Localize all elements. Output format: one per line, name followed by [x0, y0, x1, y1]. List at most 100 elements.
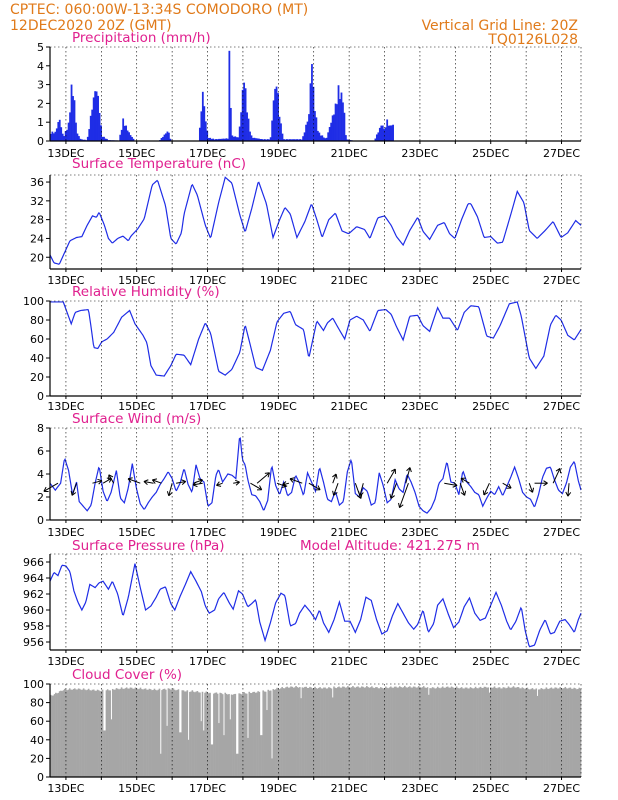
cloud-bar: [508, 687, 511, 777]
cloud-bar: [324, 687, 326, 777]
pressure-y-tick-label: 960: [23, 604, 44, 617]
precip-bar: [346, 139, 349, 141]
cloud-bar: [81, 689, 84, 777]
precip-bar: [302, 136, 305, 141]
cloud-bar: [152, 689, 154, 777]
cloud-bar: [369, 687, 372, 777]
precip-bar: [70, 84, 73, 141]
precip-bar: [249, 131, 251, 141]
cloud-bar: [522, 688, 525, 777]
wind-arrow: [308, 482, 321, 491]
cloud-bar: [50, 694, 52, 777]
pressure-line: [49, 563, 582, 648]
cloud-bar: [359, 687, 362, 777]
precip-bar: [293, 139, 296, 141]
wind-arrow: [460, 477, 470, 484]
precip-bar: [343, 112, 346, 141]
cloud-bar: [431, 687, 434, 777]
cloud-bar: [191, 690, 194, 777]
cloud-bar: [468, 688, 471, 777]
cloud-bar: [401, 687, 404, 777]
cloud-bar: [302, 687, 305, 777]
wind-arrow-head: [332, 473, 338, 479]
precip-bar: [229, 107, 232, 141]
cloud-bar: [484, 686, 487, 777]
cloud-bar: [58, 691, 61, 777]
cloud-bar: [328, 687, 330, 777]
precip-bar: [297, 139, 300, 141]
cloud-bar: [158, 688, 161, 777]
cloud-bar: [280, 688, 282, 777]
wind-arrow-head: [282, 481, 288, 487]
cloud-bar: [550, 687, 553, 777]
precip-bar: [123, 125, 126, 141]
cloud-bar: [467, 688, 469, 777]
cloud-bar: [497, 687, 500, 777]
cloud-bar: [493, 686, 496, 777]
precip-bar: [286, 139, 288, 141]
precip-bar: [303, 132, 306, 141]
wind-x-tick-label: 21DEC: [331, 526, 368, 539]
wind-arrow-head: [70, 490, 77, 496]
cloud-bar: [556, 688, 559, 777]
cloud-bar: [362, 686, 364, 777]
wind-arrow: [528, 483, 534, 493]
precip-bar: [246, 112, 248, 141]
precip-bar: [128, 132, 130, 141]
cloud-bar: [526, 687, 529, 777]
precip-bar: [69, 112, 71, 141]
wind-arrow: [502, 482, 512, 489]
cloud-bar: [500, 688, 502, 777]
cloud-bar: [185, 691, 187, 777]
cloud-bar: [202, 730, 205, 777]
wind-arrow: [108, 474, 115, 484]
cloud-bar: [311, 688, 314, 777]
rh-title: Relative Humidity (%): [72, 284, 220, 300]
pressure-panel: Surface Pressure (hPa) Model Altitude: 42…: [23, 538, 582, 668]
cloud-bar: [187, 739, 190, 777]
cloud-bar: [71, 689, 74, 777]
cloud-bar: [516, 687, 519, 777]
precip-bar: [160, 137, 163, 141]
cloud-bar: [66, 690, 68, 777]
precip-bar: [340, 92, 343, 141]
cloud-bar: [538, 689, 540, 777]
cloud-bar: [343, 686, 345, 777]
rh-y-tick-label: 40: [30, 352, 44, 365]
wind-arrow-head: [108, 474, 114, 480]
cloud-bar: [428, 694, 430, 777]
precip-bar: [198, 127, 201, 141]
precip-bar: [91, 109, 94, 141]
precip-bar: [277, 93, 279, 141]
temp-x-tick-label: 13DEC: [47, 274, 84, 287]
wind-arrow: [552, 468, 561, 484]
wind-arrow: [354, 483, 362, 499]
cloud-bar: [156, 690, 158, 777]
wind-arrow-head: [482, 490, 489, 496]
cloud-bar: [527, 689, 530, 777]
cloud-bar: [225, 693, 228, 777]
precip-x-tick-label: 23DEC: [401, 147, 438, 160]
cloud-bar: [109, 690, 111, 777]
cloud-bar: [276, 687, 278, 777]
precip-bar: [78, 136, 80, 141]
cloud-bar: [510, 687, 512, 777]
cloud-bar: [400, 686, 402, 777]
precip-x-tick-label: 25DEC: [472, 147, 509, 160]
cloud-bar: [182, 690, 185, 777]
cloud-bar: [238, 693, 240, 777]
cloud-bar: [224, 692, 227, 777]
rh-x-tick-label: 21DEC: [331, 400, 368, 413]
precip-y-tick-label: 3: [37, 79, 44, 92]
cloud-bar: [436, 686, 439, 777]
precip-bar: [294, 139, 297, 141]
cloud-bar: [269, 690, 272, 777]
precip-bar: [50, 133, 52, 141]
cloud-bar: [134, 687, 137, 777]
cloud-bar: [130, 687, 133, 777]
cloud-bar: [474, 686, 477, 777]
precip-bar: [166, 131, 169, 141]
cloud-bar: [266, 710, 268, 777]
wind-arrow: [459, 483, 466, 496]
cloud-bar: [209, 692, 211, 777]
